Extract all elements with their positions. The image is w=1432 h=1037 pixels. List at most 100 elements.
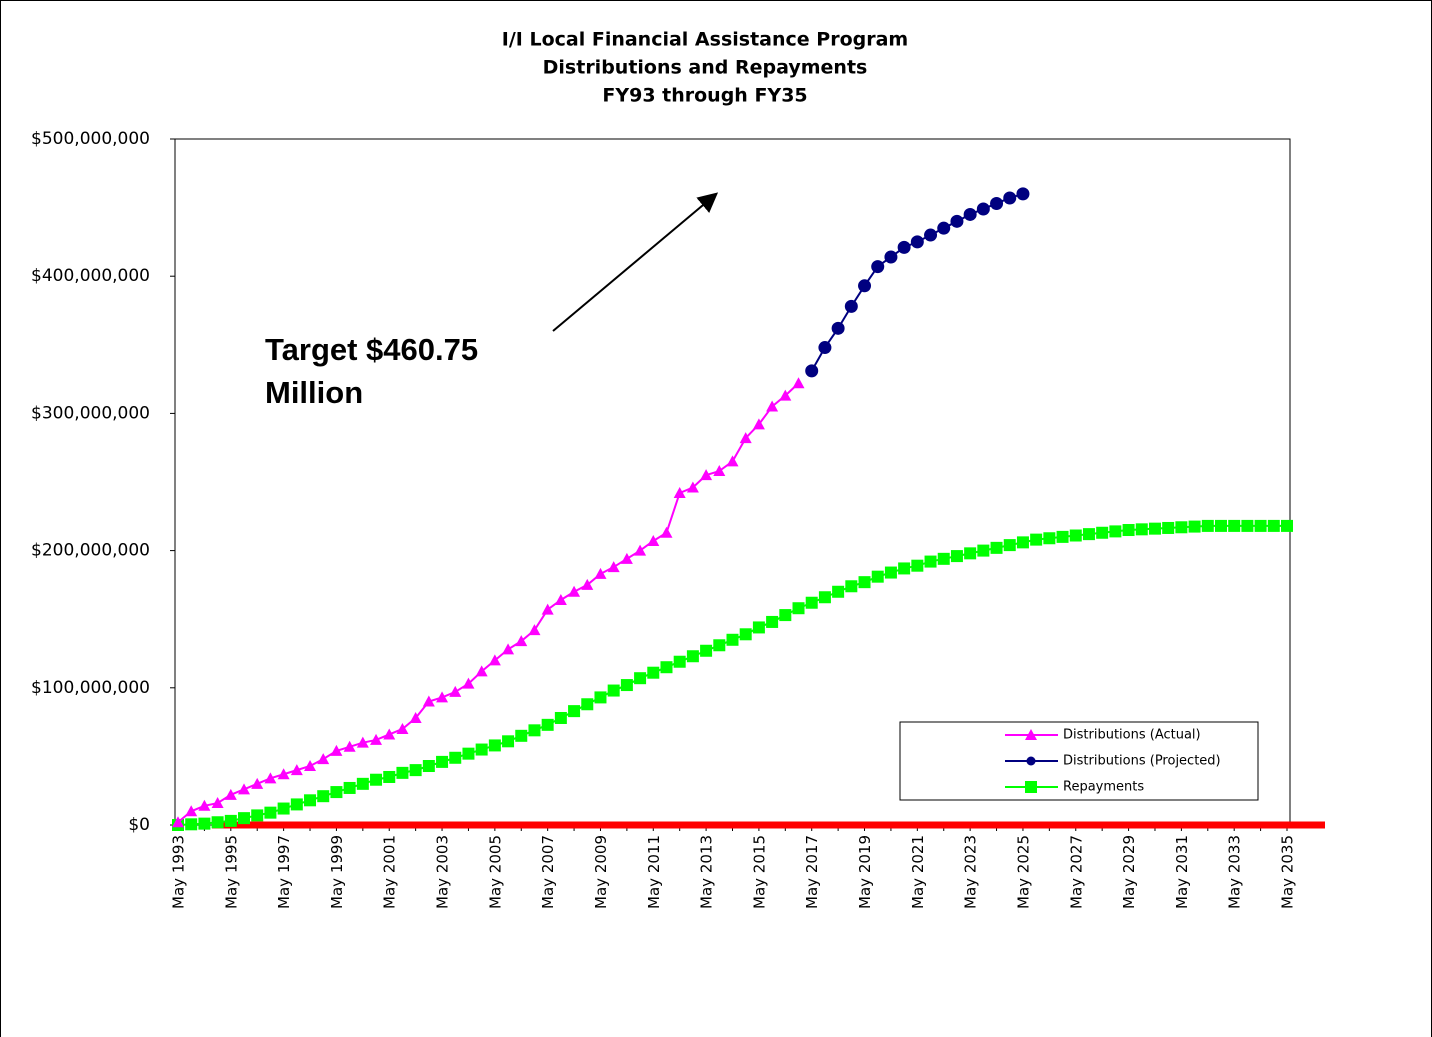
- legend: [899, 721, 1259, 801]
- point: [370, 773, 383, 786]
- point: [1122, 524, 1135, 537]
- point: [937, 552, 950, 565]
- y-tick-label: $200,000,000: [31, 541, 150, 561]
- x-tick-label: May 2001: [381, 835, 399, 909]
- point: [594, 567, 607, 579]
- x-tick-label: May 2019: [856, 835, 874, 909]
- y-tick-label: $0: [128, 815, 150, 835]
- point: [1228, 519, 1241, 532]
- point: [634, 672, 647, 685]
- x-tick-label: May 2005: [486, 835, 504, 909]
- point: [950, 550, 963, 563]
- point: [594, 691, 607, 704]
- point: [198, 799, 211, 811]
- point: [976, 202, 990, 216]
- point: [924, 228, 938, 242]
- point: [766, 615, 779, 628]
- point: [739, 628, 752, 641]
- x-tick-label: May 2013: [698, 835, 716, 909]
- x-tick-label: May 2023: [962, 835, 980, 909]
- series-line: [810, 192, 1024, 372]
- y-tick-label: $300,000,000: [31, 403, 150, 423]
- x-tick-label: May 2017: [803, 835, 821, 909]
- point: [330, 744, 343, 756]
- point: [607, 684, 620, 697]
- point: [251, 809, 264, 822]
- legend-marker: [1025, 729, 1037, 740]
- point: [1030, 533, 1043, 546]
- point: [462, 747, 475, 760]
- point: [607, 561, 620, 573]
- point: [884, 566, 897, 579]
- point: [290, 764, 303, 776]
- point: [726, 633, 739, 646]
- point: [1175, 521, 1188, 534]
- point: [620, 679, 633, 692]
- point: [673, 486, 686, 498]
- point: [1082, 528, 1095, 541]
- point: [1003, 191, 1017, 205]
- point: [910, 235, 924, 249]
- point: [950, 214, 964, 228]
- point: [805, 364, 819, 378]
- point: [792, 377, 805, 389]
- x-tick-label: May 1997: [275, 835, 293, 909]
- legend-marker: [1026, 756, 1036, 766]
- x-tick-label: May 2031: [1173, 835, 1191, 909]
- point: [660, 661, 673, 674]
- y-tick-label: $400,000,000: [31, 266, 150, 286]
- point: [818, 341, 832, 355]
- point: [436, 691, 449, 703]
- point: [541, 718, 554, 731]
- point: [634, 544, 647, 556]
- series-line: [177, 382, 800, 824]
- point: [752, 418, 765, 430]
- point: [370, 733, 383, 745]
- legend-label: Repayments: [1063, 780, 1144, 795]
- point: [356, 777, 369, 790]
- point: [1016, 536, 1029, 549]
- point: [779, 389, 792, 401]
- point: [897, 240, 911, 254]
- point: [1254, 519, 1267, 532]
- point: [304, 760, 317, 772]
- point: [554, 593, 567, 605]
- point: [475, 665, 488, 677]
- point: [211, 816, 224, 829]
- legend-label: Distributions (Actual): [1063, 728, 1201, 743]
- point: [383, 728, 396, 740]
- x-tick-label: May 2009: [592, 835, 610, 909]
- point: [1003, 539, 1016, 552]
- point: [700, 469, 713, 481]
- point: [290, 798, 303, 811]
- x-tick-label: May 2021: [909, 835, 927, 909]
- annotation: Million: [265, 375, 363, 410]
- point: [700, 644, 713, 657]
- point: [436, 755, 449, 768]
- point: [805, 596, 818, 609]
- point: [568, 705, 581, 718]
- point: [1096, 526, 1109, 539]
- point: [224, 788, 237, 800]
- point: [554, 711, 567, 724]
- x-tick-label: May 2029: [1120, 835, 1138, 909]
- point: [990, 196, 1004, 210]
- point: [990, 541, 1003, 554]
- y-tick-label: $100,000,000: [31, 678, 150, 698]
- point: [383, 770, 396, 783]
- point: [1162, 521, 1175, 534]
- legend-marker: [1025, 781, 1037, 793]
- point: [686, 650, 699, 663]
- point: [884, 250, 898, 264]
- point: [581, 698, 594, 711]
- title-line: I/I Local Financial Assistance Program: [502, 29, 908, 51]
- point: [475, 743, 488, 756]
- point: [832, 585, 845, 598]
- point: [462, 677, 475, 689]
- point: [581, 578, 594, 590]
- point: [343, 781, 356, 794]
- point: [1267, 519, 1280, 532]
- point: [502, 643, 515, 655]
